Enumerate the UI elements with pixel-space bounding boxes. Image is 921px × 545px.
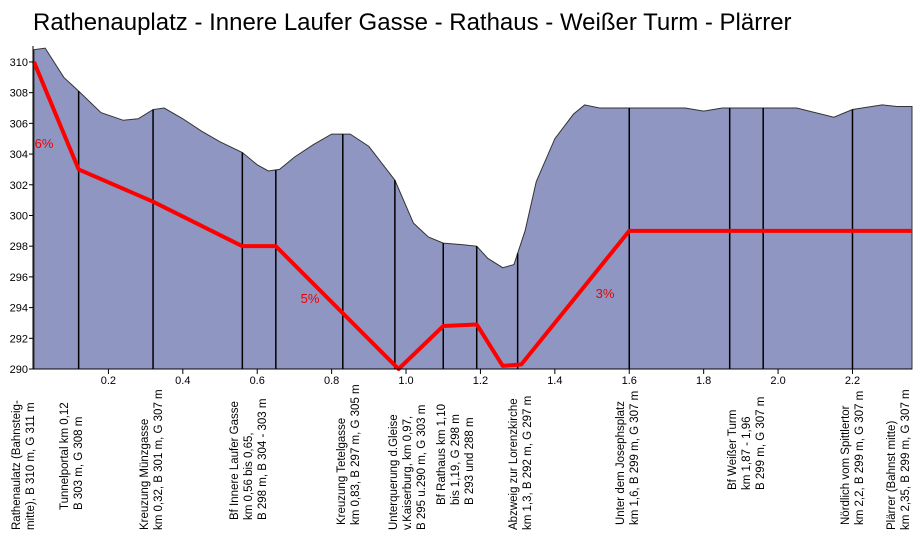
x-tick-label: 0.8 bbox=[324, 375, 339, 387]
y-tick-label: 292 bbox=[10, 333, 28, 345]
station-label: km 1,3, B 292 m, G 297 m bbox=[522, 396, 534, 530]
x-tick-label: 1.8 bbox=[696, 375, 711, 387]
x-tick-label: 1.4 bbox=[547, 375, 562, 387]
station-label: B 298 m, B 304 - 303 m bbox=[257, 399, 269, 520]
x-tick-label: 2.2 bbox=[845, 375, 860, 387]
station-label: Bf Rathaus km 1,10 bbox=[436, 404, 448, 505]
station-label: Tunnelportal km 0,12 bbox=[59, 402, 71, 510]
station-label: Unterquerung d.Gleise bbox=[388, 414, 400, 530]
slope-label: 3% bbox=[596, 286, 615, 301]
station-label: Kreuzung Münzgasse bbox=[139, 419, 151, 530]
y-tick-label: 304 bbox=[10, 149, 28, 161]
station-label: B 303 m, G 308 m bbox=[73, 417, 85, 510]
station-label: mitte), B 310 m, G 311 m bbox=[25, 402, 37, 530]
station-label: Nördlich vom Spittlertor bbox=[840, 405, 852, 525]
station-label: Unter dem Josephsplatz bbox=[615, 401, 627, 525]
x-tick-label: 1.0 bbox=[398, 375, 413, 387]
terrain-area bbox=[33, 47, 913, 370]
x-tick-label: 2.0 bbox=[770, 375, 785, 387]
slope-label: 5% bbox=[301, 291, 320, 306]
y-tick-label: 300 bbox=[10, 210, 28, 222]
y-tick-label: 308 bbox=[10, 88, 28, 100]
station-label: v.Kaiserburg, km 0,97, bbox=[402, 416, 414, 530]
y-tick-label: 306 bbox=[10, 118, 28, 130]
x-tick-label: 0.4 bbox=[175, 375, 190, 387]
station-label: km 2,35, B 299 m, G 307 m bbox=[900, 389, 912, 530]
y-tick-label: 296 bbox=[10, 272, 28, 284]
chart-title: Rathenauplatz - Innere Laufer Gasse - Ra… bbox=[33, 9, 792, 36]
y-tick-label: 310 bbox=[10, 57, 28, 69]
station-label: Plärrer (Bahnst mitte) bbox=[886, 421, 898, 530]
station-label: Abzweig zur Lorenzkirche bbox=[508, 398, 520, 530]
y-tick-label: 298 bbox=[10, 241, 28, 253]
station-label: km 2,2, B 299 m, G 307 m bbox=[854, 391, 866, 525]
y-tick-label: 290 bbox=[10, 364, 28, 376]
station-label: km 1,87 - 1,96 bbox=[741, 416, 753, 490]
station-label: Bf Innere Laufer Gasse bbox=[229, 401, 241, 520]
x-tick-label: 0.6 bbox=[250, 375, 265, 387]
slope-label: 6% bbox=[35, 136, 54, 151]
y-tick-label: 294 bbox=[10, 303, 28, 315]
station-label: km 0,56 bis 0,65, bbox=[243, 432, 255, 520]
x-tick-label: 0.2 bbox=[101, 375, 116, 387]
track-line bbox=[32, 61, 912, 371]
x-tick-label: 1.2 bbox=[473, 375, 488, 387]
station-label: B 295 u.290 m, G 303 m bbox=[416, 405, 428, 530]
station-label: bis 1,19, G 298 m bbox=[450, 414, 462, 505]
station-label: B 299 m, G 307 m bbox=[755, 397, 767, 490]
station-label: Bf Weißer Turm bbox=[727, 410, 739, 490]
station-label: km 1,6, B 299 m, G 307 m bbox=[629, 391, 641, 525]
station-label: km 0,32, B 301 m, G 307 m bbox=[153, 389, 165, 530]
station-label: km 0,83, B 297 m, G 305 m bbox=[350, 384, 362, 525]
y-tick-label: 302 bbox=[10, 180, 28, 192]
station-label: Rathenaulatz (Bahnsteig- bbox=[11, 400, 23, 530]
station-label: B 293 und 288 m bbox=[464, 417, 476, 505]
x-tick-label: 1.6 bbox=[622, 375, 637, 387]
station-label: Kreuzung Tetelgasse bbox=[336, 418, 348, 525]
